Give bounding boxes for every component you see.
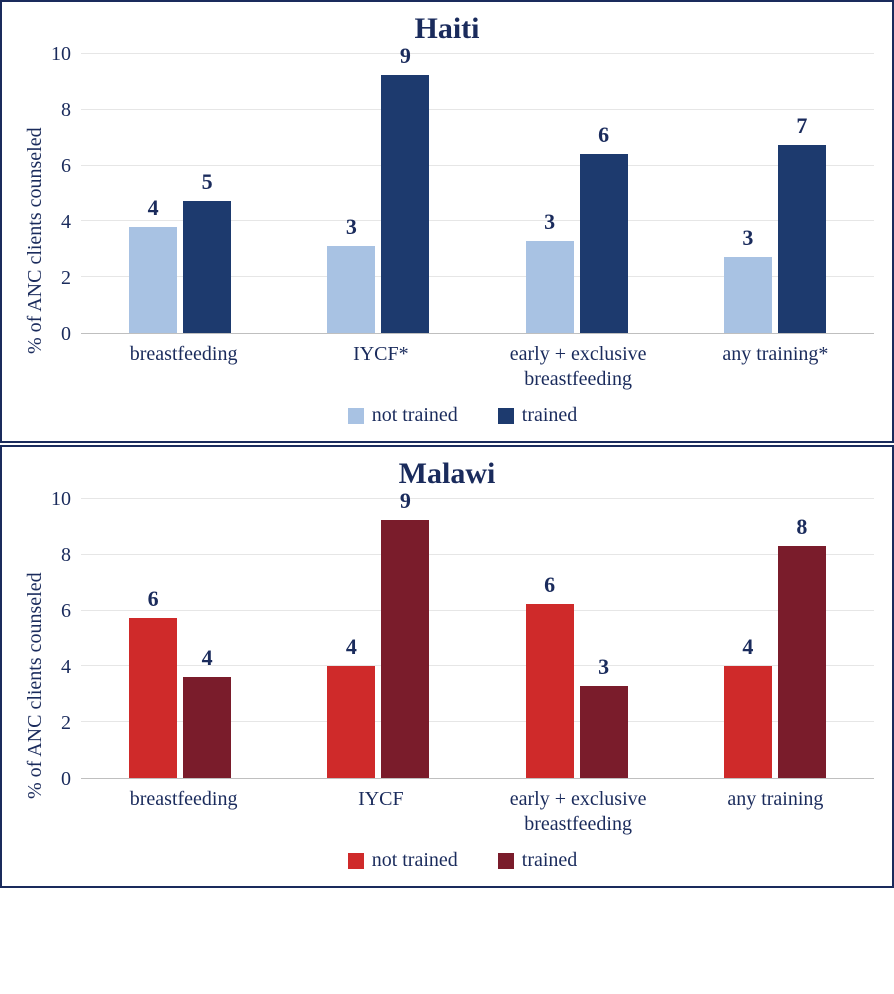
bar-rect <box>778 145 826 333</box>
bar-rect <box>580 686 628 778</box>
chart-title: Haiti <box>20 12 874 46</box>
bar-value-label: 6 <box>598 122 609 148</box>
bar: 3 <box>526 209 574 333</box>
bar-value-label: 8 <box>796 514 807 540</box>
x-label: any training* <box>677 334 874 392</box>
plot-row: 024681064496348 <box>51 499 874 779</box>
bar-value-label: 3 <box>544 209 555 235</box>
chart-body: % of ANC clients counseled02468106449634… <box>20 499 874 872</box>
bar-rect <box>724 257 772 333</box>
bar-value-label: 9 <box>400 488 411 514</box>
x-label: breastfeeding <box>85 779 282 837</box>
bar: 6 <box>580 122 628 333</box>
plot-area: 45393637 <box>81 54 874 334</box>
bar-value-label: 6 <box>148 586 159 612</box>
bar-groups: 64496348 <box>81 499 874 778</box>
legend-label: not trained <box>372 849 458 872</box>
x-label: IYCF <box>282 779 479 837</box>
bar-group: 36 <box>526 122 628 333</box>
bar-group: 64 <box>129 586 231 778</box>
bar-rect <box>327 246 375 333</box>
y-axis-label: % of ANC clients counseled <box>20 499 51 872</box>
bar-rect <box>327 666 375 778</box>
bar-group: 63 <box>526 572 628 778</box>
bar-rect <box>724 666 772 778</box>
legend-label: trained <box>522 404 578 427</box>
x-label: any training <box>677 779 874 837</box>
x-labels: breastfeedingIYCF*early + exclusivebreas… <box>85 334 874 392</box>
bar: 3 <box>580 654 628 778</box>
legend-label: not trained <box>372 404 458 427</box>
bar: 8 <box>778 514 826 778</box>
bar-rect <box>381 75 429 333</box>
bar: 5 <box>183 169 231 333</box>
plot-column: 024681045393637breastfeedingIYCF*early +… <box>51 54 874 427</box>
y-ticks: 0246810 <box>51 54 81 334</box>
bar: 3 <box>724 225 772 333</box>
legend-label: trained <box>522 849 578 872</box>
bar-value-label: 3 <box>346 214 357 240</box>
bar: 7 <box>778 113 826 333</box>
chart-body: % of ANC clients counseled02468104539363… <box>20 54 874 427</box>
bar: 4 <box>183 645 231 778</box>
bar-group: 48 <box>724 514 826 778</box>
legend-swatch <box>348 408 364 424</box>
bar: 3 <box>327 214 375 333</box>
chart-panel: Malawi % of ANC clients counseled0246810 6… <box>0 445 894 888</box>
bar: 9 <box>381 488 429 778</box>
bar-value-label: 7 <box>796 113 807 139</box>
bar-value-label: 3 <box>598 654 609 680</box>
x-label: early + exclusivebreastfeeding <box>480 779 677 837</box>
bar-groups: 45393637 <box>81 54 874 333</box>
bar-group: 37 <box>724 113 826 333</box>
bar: 6 <box>526 572 574 778</box>
legend-item: trained <box>498 849 578 872</box>
y-ticks: 0246810 <box>51 499 81 779</box>
chart-title: Malawi <box>20 457 874 491</box>
bar-value-label: 5 <box>202 169 213 195</box>
x-labels: breastfeedingIYCFearly + exclusivebreast… <box>85 779 874 837</box>
bar-value-label: 4 <box>346 634 357 660</box>
legend-swatch <box>498 853 514 869</box>
bar-rect <box>183 677 231 778</box>
bar: 4 <box>129 195 177 333</box>
legend-swatch <box>498 408 514 424</box>
plot-row: 024681045393637 <box>51 54 874 334</box>
plot-area: 64496348 <box>81 499 874 779</box>
bar-rect <box>129 618 177 778</box>
bar-rect <box>381 520 429 778</box>
bar-value-label: 3 <box>742 225 753 251</box>
bar-rect <box>526 241 574 333</box>
legend: not trained trained <box>51 404 874 427</box>
bar-rect <box>526 604 574 778</box>
bar-group: 45 <box>129 169 231 333</box>
bar-group: 49 <box>327 488 429 778</box>
legend: not trained trained <box>51 849 874 872</box>
bar-rect <box>580 154 628 333</box>
legend-swatch <box>348 853 364 869</box>
bar-value-label: 4 <box>148 195 159 221</box>
bar-value-label: 6 <box>544 572 555 598</box>
x-label: IYCF* <box>282 334 479 392</box>
y-axis-label: % of ANC clients counseled <box>20 54 51 427</box>
bar-value-label: 4 <box>202 645 213 671</box>
bar: 6 <box>129 586 177 778</box>
legend-item: trained <box>498 404 578 427</box>
legend-item: not trained <box>348 849 458 872</box>
bar-value-label: 4 <box>742 634 753 660</box>
bar-rect <box>129 227 177 333</box>
bar-rect <box>183 201 231 333</box>
legend-item: not trained <box>348 404 458 427</box>
bar: 4 <box>327 634 375 778</box>
bar: 4 <box>724 634 772 778</box>
plot-column: 024681064496348breastfeedingIYCFearly + … <box>51 499 874 872</box>
bar-rect <box>778 546 826 778</box>
x-label: breastfeeding <box>85 334 282 392</box>
chart-panel: Haiti% of ANC clients counseled024681045… <box>0 0 894 443</box>
bar-group: 39 <box>327 43 429 333</box>
bar-value-label: 9 <box>400 43 411 69</box>
bar: 9 <box>381 43 429 333</box>
x-label: early + exclusivebreastfeeding <box>480 334 677 392</box>
